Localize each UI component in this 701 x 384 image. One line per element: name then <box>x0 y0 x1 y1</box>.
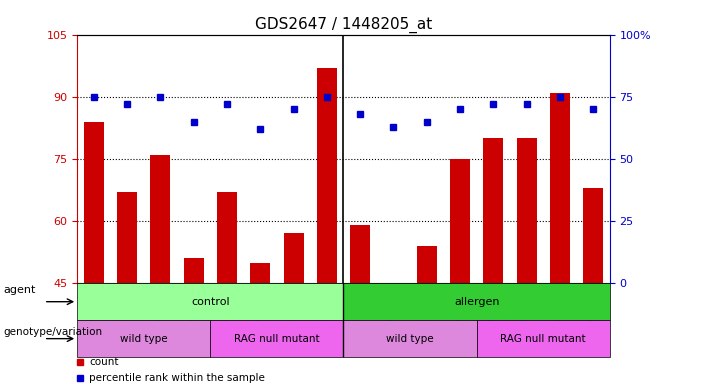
Bar <box>416 246 437 283</box>
Bar <box>350 225 370 283</box>
Text: genotype/variation: genotype/variation <box>4 327 102 337</box>
Bar <box>477 320 610 357</box>
Bar <box>343 283 610 320</box>
Title: GDS2647 / 1448205_at: GDS2647 / 1448205_at <box>255 17 432 33</box>
Bar <box>77 283 343 320</box>
Text: RAG null mutant: RAG null mutant <box>234 334 320 344</box>
Text: percentile rank within the sample: percentile rank within the sample <box>90 373 265 383</box>
Text: count: count <box>90 358 119 367</box>
Text: control: control <box>191 297 230 307</box>
Bar <box>450 159 470 283</box>
Text: wild type: wild type <box>386 334 434 344</box>
Bar <box>343 320 477 357</box>
Bar <box>583 188 603 283</box>
Bar <box>550 93 570 283</box>
Bar <box>483 138 503 283</box>
Text: wild type: wild type <box>120 334 168 344</box>
Bar <box>77 320 210 357</box>
Text: agent: agent <box>4 285 36 295</box>
Bar <box>117 192 137 283</box>
Bar <box>517 138 536 283</box>
Bar <box>317 68 336 283</box>
Bar <box>84 122 104 283</box>
Text: allergen: allergen <box>454 297 499 307</box>
Bar <box>217 192 237 283</box>
Bar <box>250 263 271 283</box>
Bar <box>283 233 304 283</box>
Text: RAG null mutant: RAG null mutant <box>501 334 586 344</box>
Bar <box>184 258 203 283</box>
Bar <box>210 320 343 357</box>
Bar <box>150 155 170 283</box>
